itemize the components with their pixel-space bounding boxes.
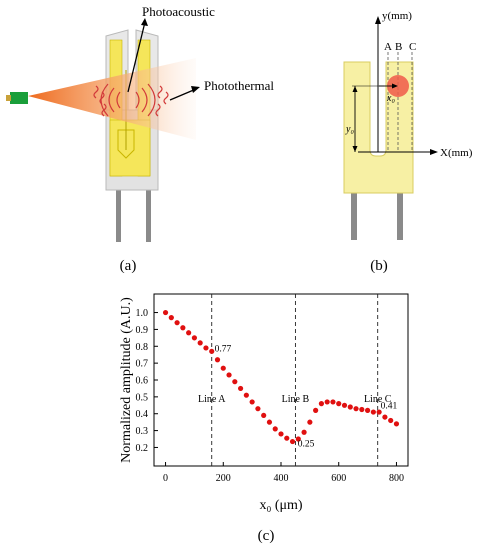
panel-b: A B C y(mm) X(mm) x₀ y₀ (b) — [343, 10, 473, 274]
y-tick-label: 0.3 — [136, 426, 149, 437]
data-point — [232, 379, 238, 385]
data-point — [226, 372, 232, 378]
data-point — [359, 406, 365, 413]
y-tick-label: 0.5 — [136, 392, 149, 403]
y-axis-label: y(mm) — [382, 10, 412, 22]
data-point — [370, 409, 376, 415]
x-tick-label: 400 — [274, 473, 289, 484]
panel-a: Photoacoustic Photothermal (a) — [6, 4, 274, 274]
y-tick-label: 0.4 — [136, 409, 149, 420]
y-tick-label: 0.6 — [136, 376, 149, 387]
data-point — [284, 435, 290, 441]
laser-source-icon — [10, 92, 28, 104]
data-point — [220, 365, 226, 371]
data-point — [168, 315, 174, 321]
data-point — [353, 406, 359, 412]
y0-label: y₀ — [345, 124, 354, 135]
caption-a: (a) — [120, 258, 137, 274]
data-point — [301, 429, 307, 435]
label-photoacoustic: Photoacoustic — [142, 4, 215, 19]
y-tick-label: 1.0 — [136, 308, 149, 319]
data-point — [261, 412, 267, 419]
axis-ticks: 0 200 400 600 800 0.2 0.3 0.4 0.5 0.6 0.7 0.8 0.9 1.0 — [136, 308, 404, 484]
fork-pin-left — [351, 190, 357, 240]
value-annotation: 0.25 — [298, 440, 315, 450]
data-point — [191, 335, 198, 341]
reference-line-label: Line B — [282, 394, 310, 405]
reference-line-label: Line A — [198, 394, 226, 405]
data-point — [313, 407, 319, 413]
x-tick-label: 800 — [389, 473, 404, 484]
data-point — [243, 392, 249, 398]
data-point — [393, 421, 400, 427]
data-point — [197, 340, 203, 346]
data-point — [336, 401, 342, 407]
data-point — [318, 401, 325, 407]
y-tick-label: 0.2 — [136, 443, 149, 454]
data-point — [186, 330, 192, 336]
fork-pin-right — [397, 190, 403, 240]
data-point — [324, 399, 330, 405]
wave-icon — [93, 83, 169, 117]
data-point — [249, 399, 255, 405]
x-tick-label: 600 — [331, 473, 346, 484]
reference-line-label: Line C — [364, 394, 392, 405]
data-point — [307, 419, 313, 425]
data-point — [364, 407, 371, 413]
x0-label: x₀ — [386, 93, 395, 104]
x-axis-title: x₀ (μm) — [259, 498, 302, 513]
data-point — [174, 320, 180, 326]
fork-pin-right — [146, 190, 151, 242]
label-line-c: C — [409, 41, 416, 53]
caption-b: (b) — [370, 258, 388, 274]
data-point — [289, 438, 296, 445]
reference-lines: Line A Line B Line C — [198, 294, 392, 466]
x-axis-label: X(mm) — [440, 147, 473, 159]
data-point — [266, 419, 273, 425]
value-annotation: 0.41 — [381, 402, 398, 412]
panel-c-chart: 0 200 400 600 800 0.2 0.3 0.4 0.5 0.6 0.7 0.8 0.9 1.0… — [119, 293, 409, 544]
arrow-photoacoustic — [127, 21, 146, 93]
data-point — [237, 385, 244, 392]
value-annotation: 0.77 — [215, 344, 232, 354]
arrow-photothermal — [169, 88, 197, 101]
data-point — [180, 325, 186, 331]
data-point — [278, 431, 284, 437]
data-point — [388, 417, 394, 424]
x-tick-label: 200 — [216, 473, 231, 484]
data-point — [382, 414, 388, 420]
data-point — [255, 406, 261, 412]
data-point — [376, 409, 382, 415]
data-point — [209, 348, 215, 354]
label-photothermal: Photothermal — [204, 78, 274, 93]
y-axis-title: Normalized amplitude (A.U.) — [119, 297, 134, 463]
data-point — [214, 357, 221, 363]
data-point — [341, 402, 348, 408]
laser-beam — [28, 58, 196, 140]
x-tick-label: 0 — [163, 473, 168, 484]
y-tick-label: 0.7 — [136, 359, 149, 370]
label-line-b: B — [395, 41, 402, 53]
data-point — [295, 436, 301, 442]
data-point — [162, 309, 169, 316]
data-point — [330, 399, 336, 405]
data-point — [272, 426, 278, 432]
fork-pin-left — [116, 190, 121, 242]
caption-c: (c) — [258, 528, 275, 544]
y-tick-label: 0.9 — [136, 325, 149, 336]
y-tick-label: 0.8 — [136, 342, 149, 353]
data-points — [162, 309, 400, 445]
annotations: 0.77 0.25 0.41 — [215, 344, 398, 449]
data-point — [203, 345, 209, 351]
data-point — [347, 404, 353, 410]
label-line-a: A — [384, 41, 392, 53]
plot-frame — [153, 293, 409, 467]
